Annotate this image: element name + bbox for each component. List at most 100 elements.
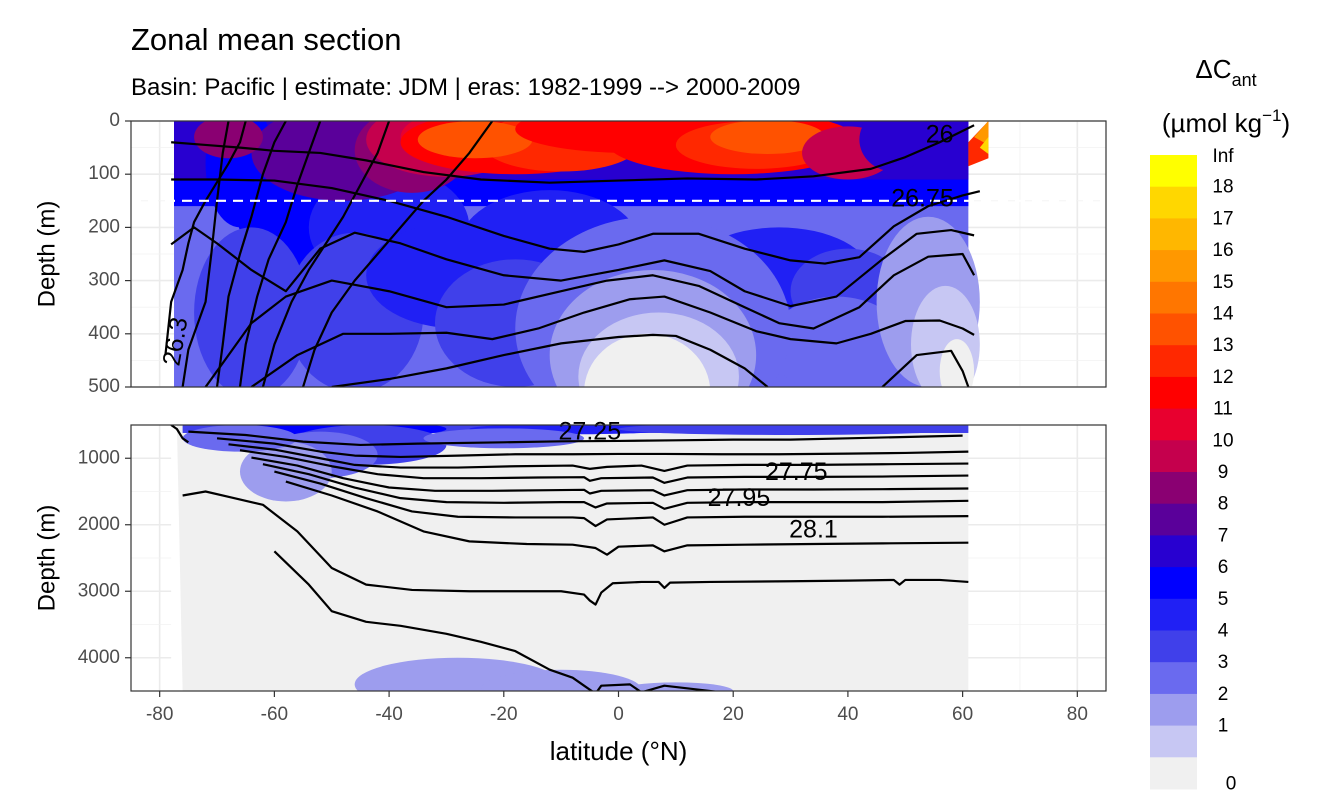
- panel-frame: [130, 120, 1107, 388]
- legend-label: 0: [1226, 773, 1237, 794]
- contour-line: [274, 470, 969, 528]
- y-tick-label: 200: [88, 216, 120, 237]
- contour-line: [273, 550, 594, 691]
- chart-subtitle: Basin: Pacific | estimate: JDM | eras: 1…: [131, 74, 801, 101]
- contour-line: [239, 449, 969, 484]
- contour-line: [228, 443, 969, 472]
- x-tick-label: -40: [375, 704, 402, 725]
- y-tick-label: 500: [88, 376, 120, 397]
- legend-title: ΔCant: [1195, 54, 1256, 90]
- field-blob: [710, 121, 825, 154]
- y-tick-label: 1000: [78, 447, 120, 468]
- contour-lines: [164, 121, 981, 387]
- legend-swatch: [1150, 376, 1197, 410]
- contour-line: [881, 349, 970, 387]
- legend-label: 8: [1218, 494, 1229, 515]
- contour-line: [250, 295, 975, 387]
- legend-unit-sup: −1: [1262, 106, 1281, 125]
- contour-line: [261, 121, 391, 387]
- contour-line: [181, 121, 230, 387]
- field-blob: [584, 333, 710, 387]
- contour-line: [188, 430, 963, 447]
- y-axis-title: Depth (m): [33, 201, 60, 308]
- y-tick-label: 4000: [78, 647, 120, 668]
- legend-swatch: [1150, 186, 1197, 219]
- field-mask: [171, 425, 183, 691]
- contour-lines: [170, 425, 969, 691]
- contour-line: [215, 121, 287, 387]
- legend-swatch: [1150, 535, 1197, 568]
- x-tick-label: -20: [490, 704, 517, 725]
- legend-swatch: [1150, 472, 1197, 505]
- x-tick-label: 20: [723, 704, 744, 725]
- y-tick-label: 100: [88, 163, 120, 184]
- legend-title-sub: ant: [1232, 70, 1257, 90]
- contour-line: [170, 425, 189, 444]
- legend-label: 5: [1218, 589, 1229, 610]
- y-tick-label: 2000: [78, 514, 120, 535]
- contour-line: [171, 124, 975, 184]
- field-blob: [974, 121, 989, 145]
- x-tick-label: 80: [1067, 704, 1088, 725]
- legend-swatch: [1150, 345, 1197, 378]
- legend-label: 1: [1218, 716, 1229, 737]
- chart-title: Zonal mean section: [131, 22, 402, 57]
- contour-line: [164, 121, 247, 356]
- legend-swatch: [1150, 218, 1197, 251]
- legend-swatch: [1150, 630, 1197, 663]
- contour-label: 27.25: [559, 418, 622, 446]
- contour-line: [238, 121, 322, 387]
- contour-label: 28.1: [789, 515, 838, 543]
- y-axis-title: Depth (m): [33, 505, 60, 612]
- x-tick-label: 60: [952, 704, 973, 725]
- legend-swatch: [1150, 567, 1197, 600]
- field-blob: [618, 425, 963, 435]
- legend-label: 2: [1218, 684, 1229, 705]
- field-blob: [417, 121, 533, 159]
- contour-line: [216, 437, 969, 459]
- legend-swatch: [1150, 662, 1197, 695]
- legend-label: 12: [1212, 367, 1233, 388]
- y-tick-label: 400: [88, 323, 120, 344]
- legend-label: 14: [1212, 304, 1234, 325]
- x-tick-label: -80: [146, 704, 173, 725]
- section-field: [170, 425, 969, 691]
- y-tick-label: 3000: [78, 580, 120, 601]
- legend-label: Inf: [1212, 146, 1234, 167]
- contour-line: [251, 456, 969, 497]
- y-tick-label: 300: [88, 270, 120, 291]
- x-tick-label: 40: [837, 704, 858, 725]
- field-blob: [182, 425, 298, 452]
- legend-unit: (µmol kg−1): [1162, 106, 1290, 138]
- section-field: [164, 121, 989, 387]
- contour-line: [596, 683, 720, 691]
- y-tick-label: 0: [109, 110, 120, 131]
- field-blob: [939, 339, 975, 387]
- legend-label: 13: [1212, 335, 1233, 356]
- legend-label: 9: [1218, 462, 1229, 483]
- legend-swatch: [1150, 440, 1197, 473]
- field-blob: [767, 296, 906, 387]
- legend-label: 15: [1212, 272, 1233, 293]
- legend-label: 3: [1218, 652, 1229, 673]
- legend-label: 17: [1212, 208, 1233, 229]
- legend-swatch: [1150, 693, 1197, 727]
- contour-line: [262, 463, 969, 510]
- field-blob: [859, 121, 929, 172]
- x-tick-label: 0: [613, 704, 624, 725]
- legend-swatch: [1150, 281, 1197, 314]
- legend-swatch: [1150, 408, 1197, 441]
- legend-swatch: [1150, 313, 1197, 346]
- legend-swatch: [1150, 725, 1197, 758]
- contour-line: [182, 490, 969, 606]
- contour-label: 26.75: [891, 184, 954, 212]
- contour-line: [331, 333, 769, 387]
- contour-line: [285, 480, 969, 556]
- legend-label: 4: [1218, 621, 1229, 642]
- legend-unit-open: (µmol kg: [1162, 108, 1262, 138]
- legend-label: 10: [1212, 430, 1233, 451]
- legend-swatch: [1150, 503, 1197, 536]
